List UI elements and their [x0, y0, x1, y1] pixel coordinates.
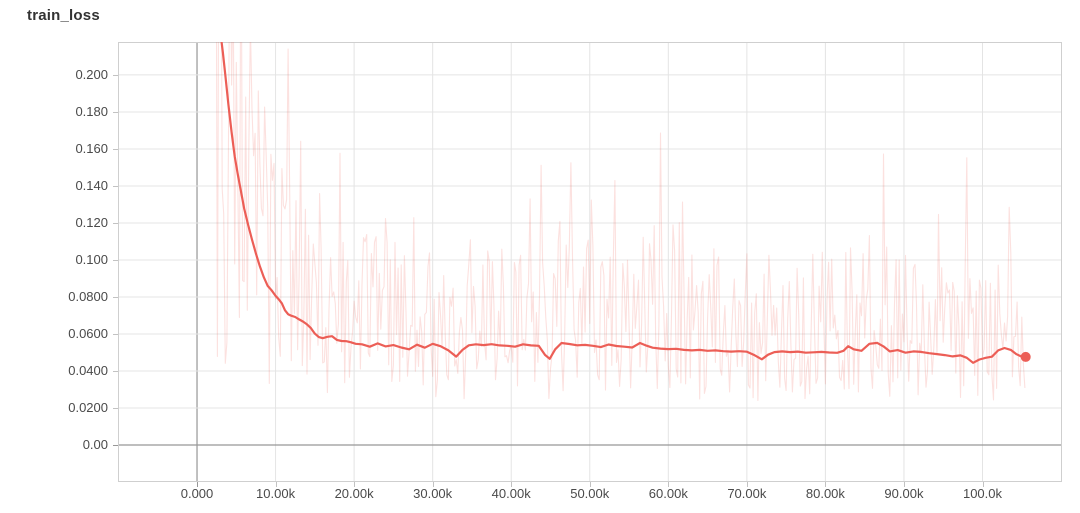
y-axis-tick-mark	[113, 185, 118, 187]
y-axis-tick-mark	[113, 111, 118, 113]
x-axis-tick-mark	[589, 482, 591, 487]
x-axis-tick-label: 20.00k	[334, 486, 374, 501]
plot-border	[118, 42, 1062, 482]
x-axis-tick-label: 60.00k	[648, 486, 688, 501]
chart-canvas[interactable]	[118, 42, 1062, 482]
y-axis-tick-mark	[113, 333, 118, 335]
x-axis-tick-mark	[825, 482, 827, 487]
x-axis-tick-mark	[746, 482, 748, 487]
x-axis-tick-label: 0.000	[180, 486, 214, 501]
x-axis-tick-mark	[511, 482, 513, 487]
x-axis-tick-label: 30.00k	[413, 486, 453, 501]
x-axis-tick-label: 10.00k	[256, 486, 296, 501]
x-axis-tick-mark	[197, 482, 199, 487]
y-axis-tick-mark	[113, 444, 118, 446]
x-axis-tick-label: 50.00k	[570, 486, 610, 501]
y-axis-tick-label: 0.0800	[68, 288, 108, 304]
y-axis-tick-mark	[113, 296, 118, 298]
y-axis-tick-label: 0.180	[75, 103, 108, 119]
y-axis-tick-mark	[113, 259, 118, 261]
y-axis-tick-mark	[113, 407, 118, 409]
y-axis-tick-label: 0.0200	[68, 399, 108, 415]
y-axis-tick-label: 0.0400	[68, 362, 108, 378]
y-axis-tick-label: 0.00	[82, 436, 108, 452]
x-axis-tick-mark	[354, 482, 356, 487]
y-axis-tick-label: 0.0600	[68, 325, 108, 341]
smoothed-series-line	[220, 42, 1027, 364]
y-axis-tick-label: 0.200	[75, 66, 108, 82]
y-axis-tick-label: 0.160	[75, 140, 108, 156]
x-axis-tick-mark	[275, 482, 277, 487]
x-axis-tick-label: 90.00k	[884, 486, 924, 501]
y-axis-tick-label: 0.120	[75, 214, 108, 230]
chart-title: train_loss	[27, 7, 100, 24]
series-end-marker[interactable]	[1020, 351, 1031, 362]
x-axis-tick-mark	[668, 482, 670, 487]
y-axis-tick-label: 0.140	[75, 177, 108, 193]
x-axis-tick-mark	[432, 482, 434, 487]
x-axis-tick-label: 80.00k	[805, 486, 845, 501]
y-axis-tick-mark	[113, 74, 118, 76]
x-axis-tick-label: 70.00k	[727, 486, 767, 501]
raw-series-line	[215, 42, 1026, 402]
y-axis-tick-mark	[113, 370, 118, 372]
y-axis-tick-mark	[113, 222, 118, 224]
y-axis-tick-mark	[113, 148, 118, 150]
x-axis-tick-mark	[903, 482, 905, 487]
x-axis-tick-mark	[982, 482, 984, 487]
y-axis-tick-label: 0.100	[75, 251, 108, 267]
x-axis-tick-label: 40.00k	[491, 486, 531, 501]
x-axis-tick-label: 100.0k	[962, 486, 1003, 501]
